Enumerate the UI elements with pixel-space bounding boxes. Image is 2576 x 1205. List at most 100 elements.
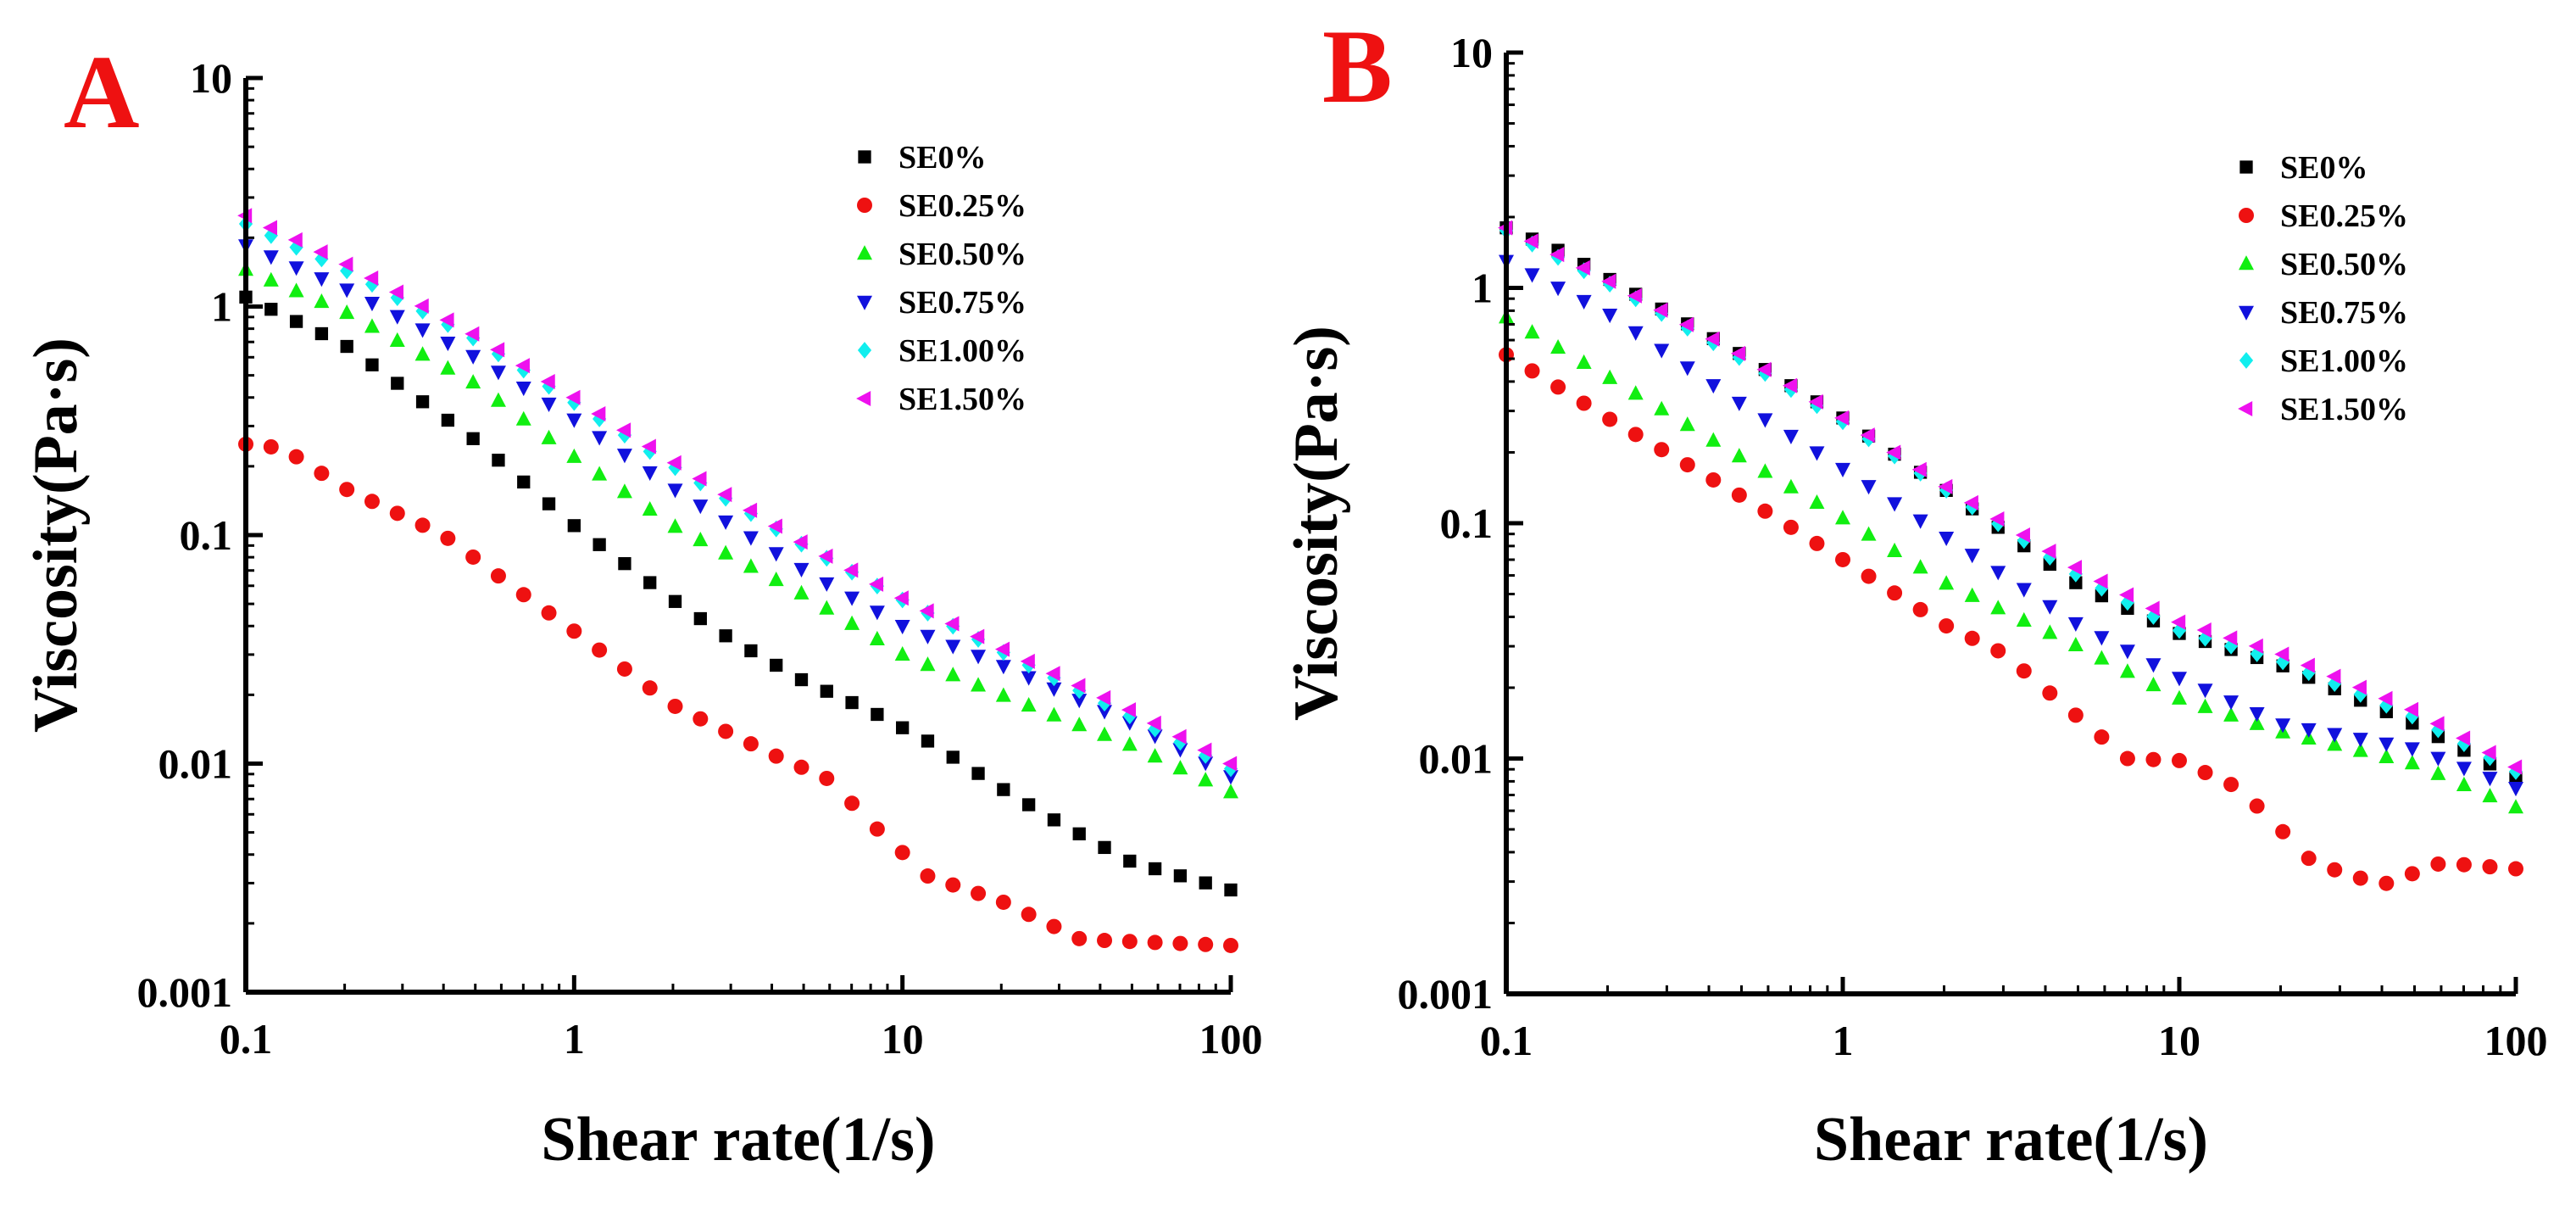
panel-b-series-1-point-10 bbox=[1757, 503, 1773, 519]
panel-a-series-3-point-19 bbox=[718, 515, 734, 530]
panel-b-series-1-point-24 bbox=[2119, 750, 2135, 767]
panel-a-series-3-point-21 bbox=[768, 547, 784, 562]
panel-b-series-5-point-30 bbox=[2274, 646, 2289, 662]
panel-b-series-3-point-5 bbox=[1627, 326, 1644, 341]
panel-a-series-2-point-17 bbox=[667, 518, 683, 533]
panel-a-y-tick-label-4: 10 bbox=[190, 54, 232, 102]
panel-b-legend-marker-5 bbox=[2238, 401, 2253, 416]
panel-b-series-1-point-25 bbox=[2145, 751, 2162, 767]
panel-a-panel-label: A bbox=[64, 34, 140, 150]
panel-b-series-5-point-33 bbox=[2351, 679, 2367, 695]
panel-a-data-points bbox=[237, 208, 1238, 953]
panel-b-series-3-point-10 bbox=[1757, 413, 1773, 428]
panel-b-series-5-point-27 bbox=[2196, 622, 2212, 639]
panel-b-series-1-point-38 bbox=[2482, 859, 2498, 875]
panel-a-series-1-point-21 bbox=[768, 748, 784, 764]
panel-b-series-2-point-20 bbox=[2016, 611, 2032, 627]
panel-b-series-1-point-15 bbox=[1887, 585, 1903, 601]
panel-b-series-3-point-29 bbox=[2249, 707, 2265, 722]
panel-b-series-2-point-28 bbox=[2223, 706, 2239, 722]
panel-b-series-2-point-23 bbox=[2094, 650, 2110, 665]
panel-a-series-1-point-5 bbox=[364, 494, 380, 510]
panel-a-series-1-point-4 bbox=[339, 482, 355, 498]
panel-b-series-1-point-1 bbox=[1524, 363, 1540, 379]
panel-a-series-4-point-3 bbox=[314, 250, 329, 268]
panel-b-series-5-point-23 bbox=[2093, 573, 2108, 589]
panel-a-series-0-point-19 bbox=[719, 629, 732, 643]
panel-a-series-1-point-16 bbox=[642, 680, 658, 696]
panel-b-series-2-point-2 bbox=[1550, 338, 1566, 354]
panel-a-series-5-point-37 bbox=[1171, 728, 1187, 745]
panel-b-series-1-point-20 bbox=[2016, 663, 2032, 679]
panel-a-series-0-point-10 bbox=[492, 454, 505, 467]
panel-a-series-3-point-4 bbox=[339, 283, 355, 298]
panel-a-series-2-point-24 bbox=[844, 615, 860, 630]
panel-a-series-1-point-1 bbox=[263, 438, 279, 455]
panel-a-series-3-point-10 bbox=[490, 365, 506, 381]
panel-b-series-5-point-1 bbox=[1523, 233, 1538, 249]
panel-a-series-0-point-24 bbox=[845, 695, 859, 710]
panel-a-series-2-point-18 bbox=[693, 531, 709, 547]
panel-b-series-3-point-2 bbox=[1550, 282, 1566, 297]
panel-a-legend-label-1: SE0.25% bbox=[899, 188, 1027, 224]
panel-a-series-5-point-34 bbox=[1096, 689, 1111, 706]
panel-a-series-3-point-14 bbox=[592, 431, 608, 446]
panel-a-series-2-point-28 bbox=[945, 667, 961, 682]
panel-a-y-tick-label-3: 1 bbox=[211, 283, 232, 331]
panel-a-series-1-point-29 bbox=[971, 885, 987, 901]
panel-b-series-2-point-19 bbox=[1990, 600, 2006, 615]
panel-a-series-0-point-3 bbox=[314, 326, 329, 341]
panel-b-legend-marker-4 bbox=[2239, 352, 2254, 369]
panel-b-data-points bbox=[1498, 220, 2523, 891]
panel-a-series-2-point-20 bbox=[743, 558, 759, 573]
panel-a-series-3-point-29 bbox=[971, 650, 987, 665]
panel-a-series-2-point-16 bbox=[642, 501, 658, 516]
panel-a-series-3-point-24 bbox=[844, 591, 860, 606]
panel-a-series-0-point-13 bbox=[567, 519, 581, 533]
panel-b-series-1-point-5 bbox=[1627, 427, 1644, 443]
panel-a-series-2-point-13 bbox=[566, 448, 582, 463]
panel-a-series-2-point-3 bbox=[314, 293, 330, 309]
panel-b-series-3-point-33 bbox=[2352, 733, 2368, 748]
panel-a-series-0-point-12 bbox=[542, 497, 556, 510]
panel-a-series-1-point-14 bbox=[592, 642, 608, 658]
panel-a-legend-label-4: SE1.00% bbox=[899, 333, 1027, 369]
panel-a-series-0-point-9 bbox=[466, 432, 480, 445]
panel-b-series-1-point-28 bbox=[2223, 777, 2239, 793]
panel-a-series-5-point-9 bbox=[465, 326, 480, 342]
panel-b-series-3-point-9 bbox=[1731, 396, 1747, 411]
panel-a-legend-marker-0 bbox=[858, 150, 871, 164]
panel-b-series-3-point-22 bbox=[2067, 616, 2084, 632]
panel-b-series-3-point-27 bbox=[2197, 683, 2213, 699]
panel-b-series-5-point-17 bbox=[1938, 478, 1953, 494]
panel-b-legend: SE0% SE0.25% SE0.50% SE0.75% SE1.00% SE1.50% bbox=[2238, 150, 2408, 427]
panel-a-series-2-point-21 bbox=[768, 572, 784, 587]
panel-b-series-5-point-7 bbox=[1678, 316, 1694, 332]
panel-b-series-2-point-36 bbox=[2430, 765, 2446, 780]
panel-a-series-2-point-14 bbox=[592, 466, 608, 481]
panel-b-series-1-point-21 bbox=[2042, 685, 2058, 701]
panel-b-legend-label-4: SE1.00% bbox=[2280, 343, 2408, 379]
panel-b-series-3-point-19 bbox=[1990, 566, 2006, 581]
panel-a-series-1-point-31 bbox=[1021, 907, 1037, 923]
panel-a-series-3-point-2 bbox=[288, 261, 304, 276]
panel-a-series-2-point-29 bbox=[971, 677, 987, 692]
panel-a-series-5-point-19 bbox=[717, 487, 732, 503]
panel-b-series-3-point-34 bbox=[2378, 737, 2395, 752]
panel-b-series-5-point-13 bbox=[1834, 410, 1850, 426]
panel-b-series-2-point-13 bbox=[1835, 510, 1850, 525]
panel-a-series-2-point-7 bbox=[414, 346, 431, 361]
panel-a-series-5-point-27 bbox=[919, 603, 934, 619]
panel-b-series-5-point-31 bbox=[2300, 657, 2315, 673]
panel-a-series-0-point-2 bbox=[289, 315, 303, 328]
panel-a-series-4-point-39 bbox=[1223, 760, 1238, 778]
panel-a-series-5-point-29 bbox=[970, 628, 985, 644]
panel-b-series-5-point-19 bbox=[1989, 510, 2005, 527]
panel-a-series-2-point-9 bbox=[465, 374, 481, 389]
panel-a-series-0-point-15 bbox=[618, 557, 631, 571]
panel-a-series-2-point-4 bbox=[339, 304, 355, 320]
panel-a-chart: 0.1 1 10 100 0.001 0.01 0.1 1 10 Shear rate(1/s) V… bbox=[21, 34, 1263, 1174]
panel-b-series-2-point-27 bbox=[2197, 698, 2213, 713]
panel-a-series-1-point-26 bbox=[894, 845, 910, 861]
panel-a-x-tick-label-0: 0.1 bbox=[220, 1015, 273, 1063]
